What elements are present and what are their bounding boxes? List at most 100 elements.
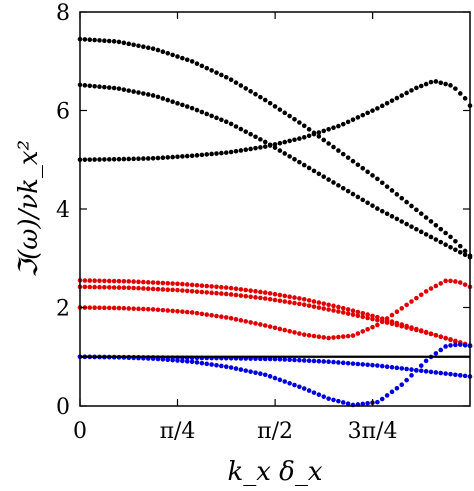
data-point xyxy=(394,192,400,197)
data-point xyxy=(82,157,88,162)
data-point xyxy=(184,104,190,109)
data-point xyxy=(316,130,322,135)
data-point xyxy=(306,298,312,303)
data-point xyxy=(116,278,122,284)
data-point xyxy=(145,286,151,292)
data-point xyxy=(414,207,419,213)
data-point xyxy=(345,333,351,339)
data-point xyxy=(428,79,434,85)
data-point xyxy=(360,314,366,320)
data-point xyxy=(136,43,141,49)
data-point xyxy=(92,157,97,162)
data-point xyxy=(360,329,366,334)
data-point xyxy=(165,51,171,56)
data-point xyxy=(248,288,253,293)
data-point xyxy=(126,279,132,284)
axis-ticks: 0 π/4 π/2 3π/4 0 2 4 6 8 xyxy=(56,1,470,444)
data-point xyxy=(116,285,122,290)
data-point xyxy=(409,203,414,209)
data-point xyxy=(282,357,288,362)
data-point xyxy=(141,156,146,161)
data-point xyxy=(219,72,224,78)
data-point xyxy=(97,284,102,290)
data-point xyxy=(228,292,234,297)
data-point xyxy=(297,384,302,390)
data-point xyxy=(214,290,219,296)
data-point xyxy=(155,280,161,286)
data-point xyxy=(394,385,400,391)
data-point xyxy=(116,86,122,91)
data-point xyxy=(297,136,302,141)
data-point xyxy=(214,284,219,290)
data-point xyxy=(350,361,356,366)
data-point xyxy=(409,88,414,93)
data-point xyxy=(116,39,122,45)
data-point xyxy=(141,286,146,291)
data-point xyxy=(277,377,283,383)
data-point xyxy=(175,54,180,59)
data-point xyxy=(355,162,361,168)
data-point xyxy=(345,360,351,366)
data-point xyxy=(306,127,312,132)
data-point xyxy=(209,151,214,157)
data-point xyxy=(423,358,429,364)
data-point xyxy=(457,373,463,378)
data-point xyxy=(243,147,249,153)
data-point xyxy=(316,134,322,139)
data-point xyxy=(448,343,453,348)
data-point xyxy=(145,156,151,161)
data-point xyxy=(360,112,366,118)
data-point xyxy=(165,308,171,313)
data-point xyxy=(301,296,307,302)
data-point xyxy=(316,305,322,310)
data-point xyxy=(165,155,171,160)
data-point xyxy=(150,93,156,98)
data-point xyxy=(365,110,370,116)
data-point xyxy=(189,153,195,159)
data-point xyxy=(155,47,161,53)
data-point xyxy=(170,281,175,286)
data-point xyxy=(438,334,444,340)
data-point xyxy=(438,80,444,86)
data-point xyxy=(399,93,405,98)
data-point xyxy=(340,334,346,339)
data-point xyxy=(87,37,93,43)
data-point xyxy=(238,287,244,292)
data-point xyxy=(102,38,107,43)
data-point xyxy=(399,219,405,224)
data-point xyxy=(462,248,468,254)
data-point xyxy=(326,359,331,364)
data-point xyxy=(243,293,249,299)
data-point xyxy=(297,331,302,336)
data-point xyxy=(282,379,288,384)
data-point xyxy=(277,148,283,153)
data-point xyxy=(248,146,253,152)
data-point xyxy=(287,113,292,119)
data-point xyxy=(214,70,219,75)
data-point xyxy=(433,79,439,84)
data-point xyxy=(326,177,331,182)
data-point xyxy=(248,89,253,94)
data-point xyxy=(233,80,239,85)
data-point xyxy=(223,150,229,155)
data-point xyxy=(282,151,288,156)
data-point xyxy=(243,287,249,293)
data-point xyxy=(92,284,97,290)
data-point xyxy=(399,306,405,311)
data-point xyxy=(457,342,463,347)
data-point xyxy=(262,97,268,103)
data-point xyxy=(336,183,341,188)
data-point xyxy=(453,86,458,91)
data-point xyxy=(228,149,234,155)
data-point xyxy=(297,301,302,307)
data-point xyxy=(282,327,288,333)
data-point xyxy=(141,91,146,96)
data-point xyxy=(331,308,336,313)
data-point xyxy=(253,295,258,300)
data-point xyxy=(238,318,244,323)
data-point xyxy=(223,291,229,297)
plot-frame xyxy=(79,11,471,407)
data-point xyxy=(267,143,273,148)
data-point xyxy=(345,311,351,316)
data-point xyxy=(82,37,88,42)
